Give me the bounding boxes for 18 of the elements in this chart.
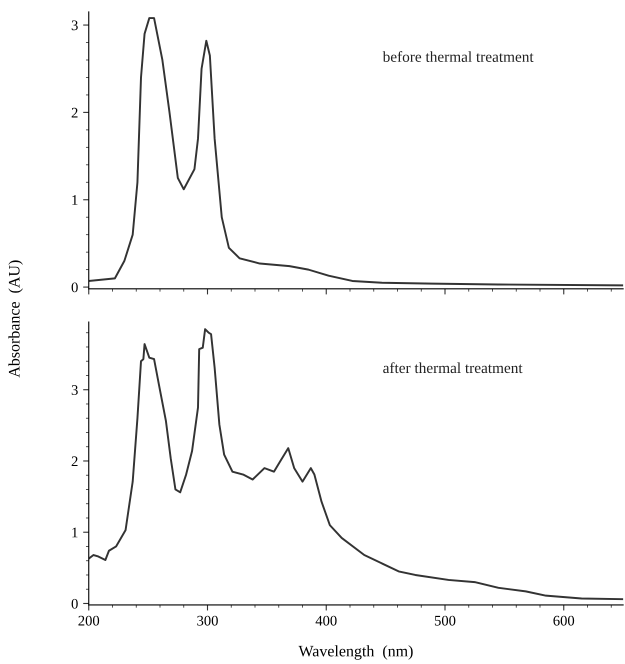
x-tick-label: 500 (434, 616, 456, 626)
y-tick-label: 0 (72, 598, 78, 609)
y-axis-title: Absorbance (AU) (8, 260, 23, 378)
x-tick-label: 400 (316, 616, 337, 626)
y-tick-label: 1 (72, 195, 78, 205)
y-tick-label: 3 (72, 20, 78, 30)
annotation: before thermal treatment (382, 51, 534, 62)
y-tick-label: 2 (72, 456, 78, 466)
y-tick-label: 2 (72, 108, 78, 118)
x-axis-title: Wavelength (nm) (298, 645, 413, 660)
x-tick-label: 600 (553, 616, 574, 626)
x-tick-label: 300 (197, 616, 218, 626)
line-series (88, 17, 624, 286)
annotation: after thermal treatment (383, 362, 523, 374)
x-tick-label: 200 (78, 616, 100, 626)
y-tick-label: 0 (72, 282, 78, 292)
y-tick-label: 1 (72, 528, 78, 538)
y-tick-label: 3 (72, 385, 78, 395)
